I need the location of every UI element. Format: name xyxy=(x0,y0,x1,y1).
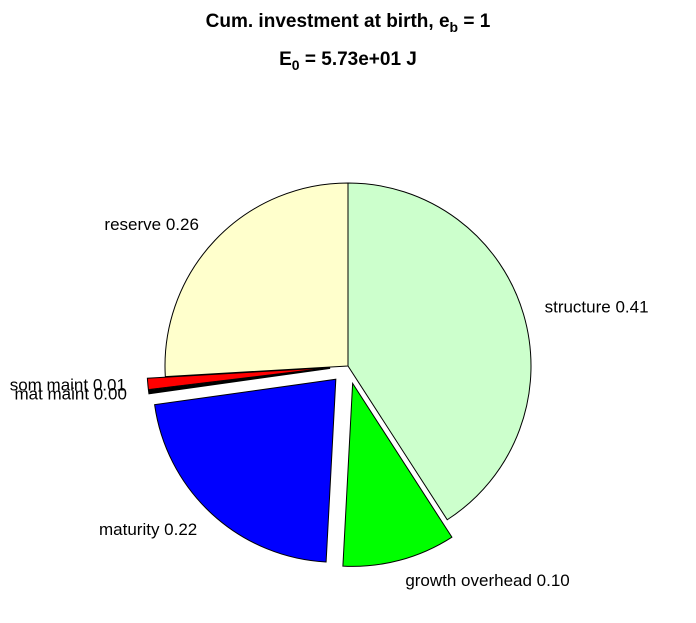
pie-slice xyxy=(342,381,453,567)
pie-slice xyxy=(154,378,337,563)
slice-label: structure 0.41 xyxy=(545,298,649,317)
slice-label: mat maint 0.00 xyxy=(14,384,126,403)
slice-label: maturity 0.22 xyxy=(99,520,197,539)
title-line: Cum. investment at birth, eb = 1 xyxy=(206,11,491,35)
title-text: = 5.73e+01 J xyxy=(300,49,417,70)
pie-slice xyxy=(147,367,331,395)
title-line: E0 = 5.73e+01 J xyxy=(279,49,417,73)
title-text: E xyxy=(279,49,292,70)
title-sub: 0 xyxy=(292,57,300,73)
title-text: = 1 xyxy=(458,11,491,32)
slice-label: reserve 0.26 xyxy=(104,215,199,234)
slice-label: growth overhead 0.10 xyxy=(405,571,569,590)
title-sub: b xyxy=(450,19,459,35)
title-text: Cum. investment at birth, e xyxy=(206,11,450,32)
slice-label: som maint 0.01 xyxy=(10,375,126,394)
pie-slice xyxy=(164,182,349,378)
pie-slice xyxy=(347,182,532,521)
pie-slice xyxy=(146,367,331,391)
